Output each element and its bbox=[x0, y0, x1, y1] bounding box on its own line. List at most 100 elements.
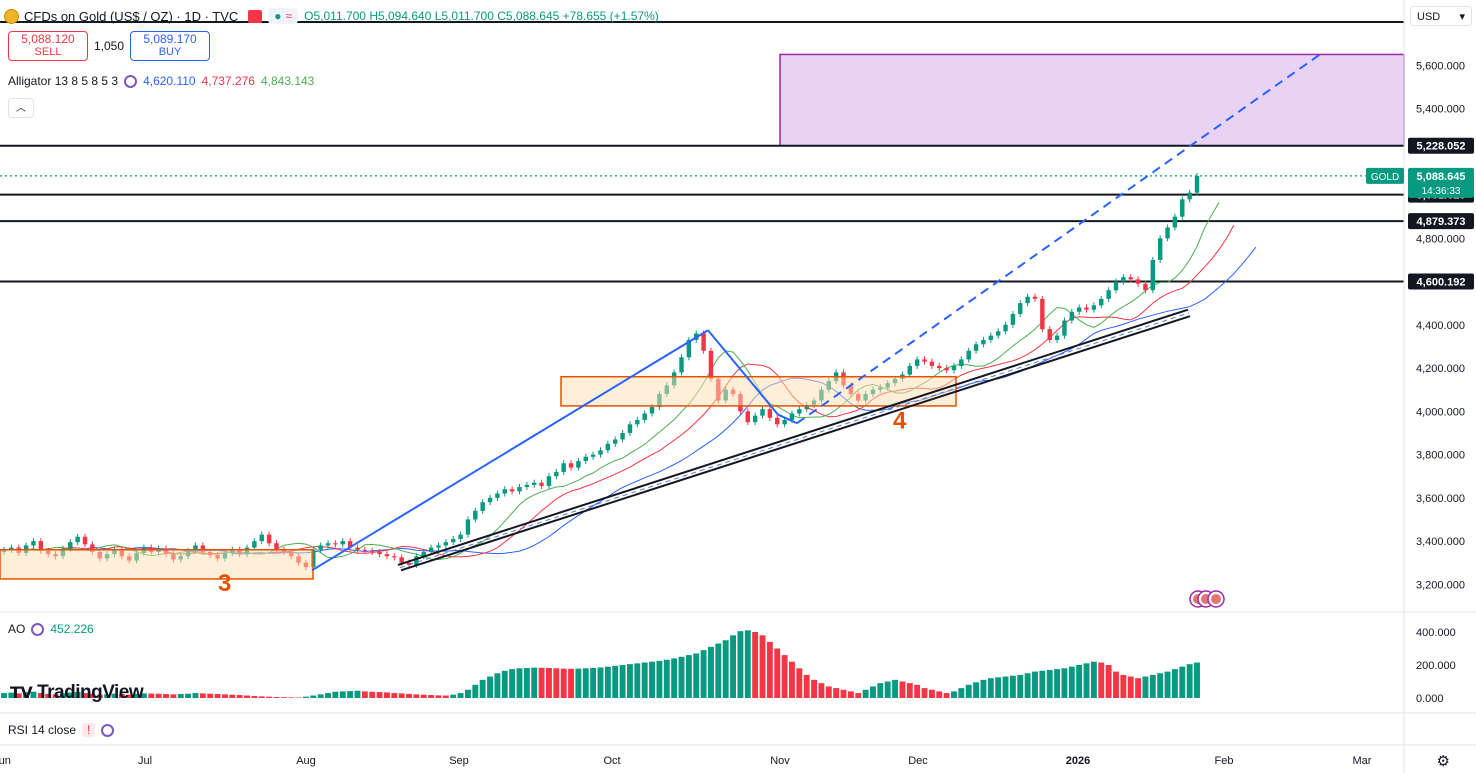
ao-bar bbox=[406, 693, 412, 698]
candle-body bbox=[679, 357, 684, 373]
candle-body bbox=[333, 543, 338, 545]
ohlc-values: O5,011.700 H5,094.640 L5,011.700 C5,088.… bbox=[304, 9, 659, 23]
candle-body bbox=[546, 476, 552, 486]
candle-body bbox=[82, 536, 88, 545]
candle-body bbox=[775, 417, 780, 425]
indicator-settings-icon[interactable] bbox=[124, 74, 138, 88]
price-tick-label: 4,400.000 bbox=[1416, 320, 1465, 332]
ao-bar bbox=[23, 692, 30, 698]
ao-bar bbox=[207, 693, 214, 698]
candle-body bbox=[9, 547, 14, 550]
candle-body bbox=[981, 339, 986, 345]
candle-body bbox=[1157, 238, 1163, 260]
chart-header: CFDs on Gold (US$ / OZ) · 1D · TVC ● ≈ O… bbox=[4, 6, 659, 26]
ao-bar bbox=[221, 694, 228, 698]
candle-body bbox=[708, 350, 714, 379]
ao-bar bbox=[980, 679, 987, 698]
ao-legend[interactable]: AO 452.226 bbox=[8, 622, 94, 636]
candle-body bbox=[1187, 192, 1192, 200]
ao-bar bbox=[663, 659, 670, 698]
flag-icon[interactable] bbox=[248, 9, 263, 23]
price-tick-label: 4,800.000 bbox=[1416, 233, 1465, 245]
candle-body bbox=[509, 489, 515, 492]
ao-bar bbox=[590, 667, 597, 698]
rsi-warning-icon[interactable]: ! bbox=[82, 723, 96, 737]
collapse-legend-button[interactable]: ︿ bbox=[8, 98, 34, 118]
ao-bar bbox=[1105, 665, 1112, 698]
gold-symbol-icon[interactable] bbox=[4, 8, 19, 24]
candle-body bbox=[760, 409, 765, 416]
ao-bar bbox=[8, 692, 15, 698]
buy-button[interactable]: 5,089.170 BUY bbox=[130, 31, 211, 61]
ao-bar bbox=[1149, 674, 1156, 698]
ao-bar bbox=[501, 670, 508, 698]
ao-bar bbox=[266, 696, 273, 698]
candle-body bbox=[605, 443, 611, 451]
chart-settings-gear-icon[interactable]: ⚙ bbox=[1436, 753, 1450, 770]
rsi-settings-icon[interactable] bbox=[101, 723, 115, 737]
ao-bar bbox=[634, 663, 641, 698]
ao-bar bbox=[641, 662, 648, 698]
ao-bar bbox=[766, 641, 773, 698]
candle-body bbox=[495, 493, 500, 498]
ao-bar bbox=[509, 669, 516, 698]
ao-bar bbox=[67, 692, 74, 698]
candle-body bbox=[1010, 314, 1016, 325]
ao-bar bbox=[1120, 674, 1127, 698]
candle-body bbox=[1194, 176, 1200, 193]
market-status[interactable]: ● ≈ bbox=[268, 8, 299, 24]
candle-body bbox=[259, 534, 264, 542]
ao-tick-label: 0.000 bbox=[1416, 693, 1444, 705]
ao-bar bbox=[435, 695, 442, 698]
ao-bar bbox=[111, 693, 118, 698]
ao-settings-icon[interactable] bbox=[31, 622, 45, 636]
ao-bar bbox=[759, 635, 766, 698]
candle-body bbox=[524, 484, 530, 488]
ao-bar bbox=[15, 693, 22, 698]
sell-button[interactable]: 5,088.120 SELL bbox=[8, 31, 88, 61]
price-tick-label: 3,600.000 bbox=[1416, 493, 1465, 505]
ao-bar bbox=[1032, 671, 1038, 698]
level-label: 4,600.192 bbox=[1417, 277, 1466, 289]
ao-bar bbox=[177, 694, 184, 698]
currency-selector[interactable]: USD ▾ bbox=[1410, 6, 1472, 26]
ao-bar bbox=[899, 681, 906, 698]
sell-price: 5,088.120 bbox=[21, 32, 75, 46]
candle-body bbox=[480, 502, 485, 511]
rsi-legend[interactable]: RSI 14 close ! bbox=[8, 723, 115, 737]
candle-body bbox=[797, 409, 802, 414]
ao-bar bbox=[693, 653, 700, 698]
market-open-dot-icon: ● bbox=[274, 9, 282, 23]
ao-bar bbox=[1113, 671, 1119, 698]
ao-bar bbox=[376, 692, 383, 698]
ao-bar bbox=[847, 691, 854, 698]
alligator-legend[interactable]: Alligator 13 8 5 8 5 3 4,620.110 4,737.2… bbox=[8, 74, 314, 88]
symbol-title[interactable]: CFDs on Gold (US$ / OZ) · 1D · TVC bbox=[24, 8, 239, 24]
low-value: L5,011.700 bbox=[434, 9, 494, 23]
ao-bar bbox=[516, 668, 523, 698]
ao-bar bbox=[347, 691, 354, 698]
candle-body bbox=[443, 542, 449, 546]
ao-bar bbox=[877, 683, 884, 698]
ao-bar bbox=[597, 667, 604, 698]
price-tick-label: 5,600.000 bbox=[1416, 60, 1465, 72]
candle-body bbox=[1099, 298, 1104, 306]
candle-body bbox=[914, 359, 920, 366]
candle-body bbox=[561, 463, 566, 472]
ao-bar bbox=[546, 667, 552, 698]
candle-body bbox=[1143, 283, 1148, 291]
candle-body bbox=[944, 368, 949, 371]
candle-body bbox=[973, 344, 979, 351]
candle-body bbox=[1003, 324, 1008, 332]
us-flag-icon bbox=[1211, 594, 1221, 604]
candle-body bbox=[428, 547, 434, 552]
alligator-lips-value: 4,843.143 bbox=[260, 74, 315, 88]
candle-body bbox=[929, 361, 935, 366]
candle-body bbox=[1040, 298, 1045, 330]
ao-bar bbox=[649, 661, 655, 698]
open-value: O5,011.700 bbox=[304, 9, 366, 23]
candle-body bbox=[487, 497, 493, 503]
time-tick-label: Oct bbox=[603, 755, 620, 767]
candle-body bbox=[598, 450, 603, 455]
